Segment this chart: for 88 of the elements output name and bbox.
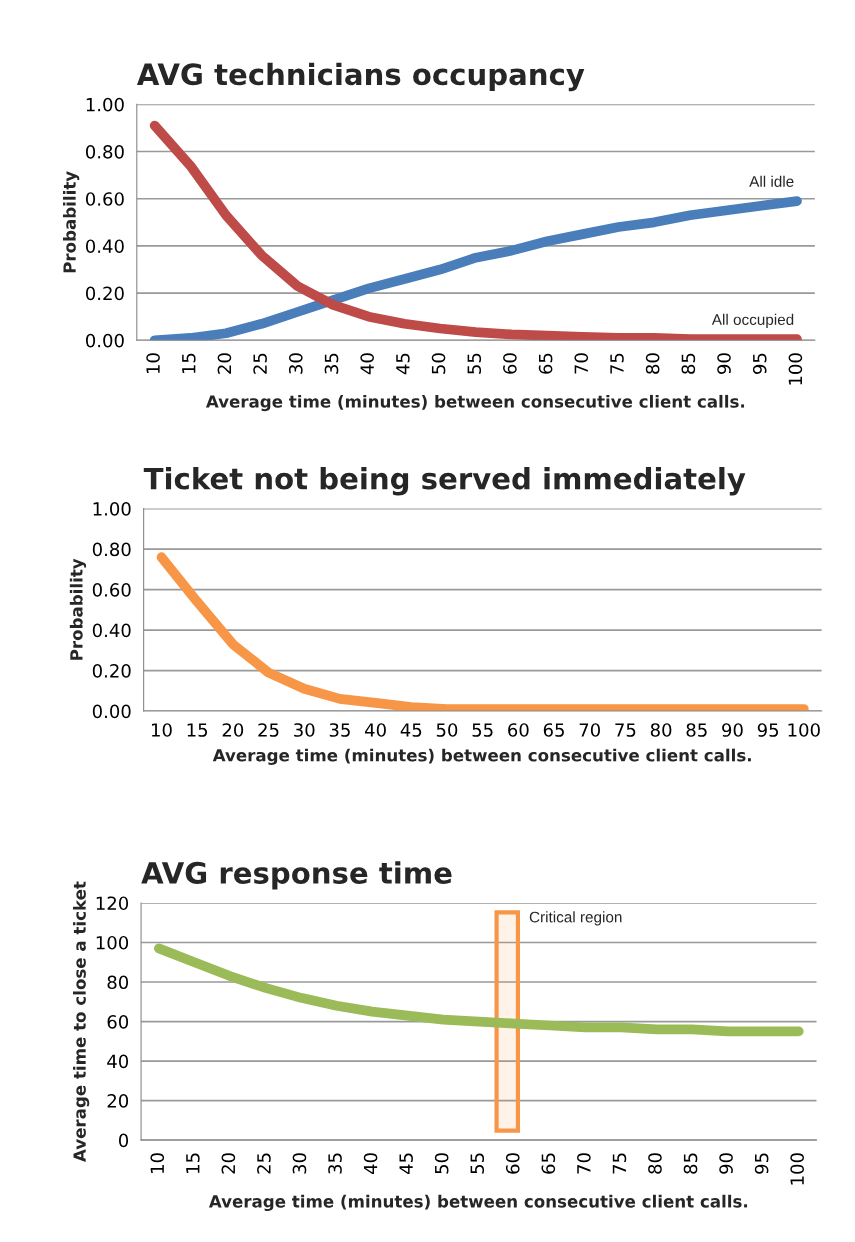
band-label: Critical region (529, 911, 622, 926)
y-tick-label: 0.20 (85, 286, 124, 301)
y-tick-label: 0.20 (92, 664, 131, 678)
x-tick-label: 20 (221, 1153, 236, 1174)
x-tick-label: 45 (400, 723, 422, 737)
x-tick-label: 55 (472, 723, 493, 737)
chart-title: AVG response time (141, 861, 452, 890)
series-label: All idle (749, 175, 794, 187)
x-tick-label: 40 (363, 1153, 378, 1175)
x-tick-label: 50 (436, 723, 458, 737)
x-tick-label: 35 (324, 353, 339, 374)
x-tick-label: 40 (364, 723, 386, 737)
y-tick-label: 0.40 (85, 239, 124, 254)
x-tick-label: 85 (683, 1153, 698, 1174)
x-tick-label: 20 (217, 353, 232, 374)
x-tick-label: 15 (186, 1153, 200, 1173)
x-tick-label: 10 (150, 1153, 165, 1173)
y-tick-label: 120 (96, 896, 129, 911)
x-tick-label: 30 (292, 1153, 307, 1174)
y-axis-title: Probability (69, 558, 87, 660)
x-tick-label: 100 (788, 353, 803, 385)
y-tick-label: 0.00 (85, 333, 124, 348)
x-tick-label: 25 (257, 1153, 271, 1174)
x-axis-title: Average time (minutes) between consecutive client calls. (205, 394, 745, 412)
x-tick-label: 60 (508, 723, 529, 737)
chart-title: Ticket not being served immediately (143, 466, 746, 496)
x-tick-label: 50 (434, 1153, 449, 1174)
series-label: All occupied (711, 313, 794, 329)
x-tick-label: 15 (187, 723, 208, 737)
x-tick-label: 65 (543, 723, 564, 737)
y-axis-title: Average time to close a ticket (72, 881, 90, 1162)
y-tick-label: 0.80 (92, 542, 131, 557)
x-tick-label: 95 (757, 723, 779, 737)
x-tick-label: 70 (577, 1153, 591, 1174)
x-tick-label: 65 (538, 353, 553, 374)
x-tick-label: 45 (399, 1153, 413, 1175)
x-tick-label: 70 (574, 353, 589, 374)
x-tick-label: 85 (686, 723, 707, 737)
x-tick-label: 75 (612, 1153, 627, 1174)
x-tick-label: 100 (790, 1153, 804, 1185)
x-tick-label: 90 (719, 1153, 733, 1174)
x-axis-title: Average time (minutes) between consecutive client calls. (212, 748, 751, 765)
y-tick-label: 1.00 (86, 97, 124, 112)
x-tick-label: 30 (288, 353, 303, 374)
x-tick-label: 80 (650, 723, 672, 737)
x-tick-label: 75 (610, 353, 624, 374)
x-tick-label: 80 (645, 353, 660, 374)
y-tick-label: 80 (107, 975, 129, 990)
x-tick-label: 90 (717, 353, 731, 374)
y-axis-title: Probability (62, 171, 80, 273)
x-tick-label: 55 (467, 353, 482, 374)
x-tick-label: 25 (258, 723, 279, 737)
x-tick-label: 10 (151, 723, 172, 737)
x-tick-label: 80 (648, 1153, 662, 1174)
x-tick-label: 95 (752, 353, 767, 374)
x-tick-label: 35 (328, 1153, 342, 1174)
x-tick-label: 45 (396, 353, 410, 375)
x-tick-label: 95 (754, 1153, 769, 1174)
x-tick-label: 35 (329, 723, 350, 737)
x-tick-label: 90 (722, 723, 743, 737)
x-axis-title: Average time (minutes) between consecutive client calls. (208, 1194, 748, 1212)
x-tick-label: 55 (470, 1153, 485, 1174)
chart-title: AVG technicians occupancy (136, 62, 585, 92)
y-tick-label: 0.80 (85, 144, 124, 159)
y-tick-label: 0.60 (85, 192, 124, 206)
x-tick-label: 75 (615, 723, 636, 737)
y-tick-label: 40 (107, 1054, 129, 1069)
x-tick-label: 50 (431, 353, 446, 374)
x-tick-label: 20 (222, 723, 244, 737)
y-tick-label: 0 (118, 1133, 129, 1148)
y-tick-label: 0.00 (92, 704, 131, 719)
x-tick-label: 60 (503, 353, 517, 374)
x-tick-label: 25 (253, 353, 267, 374)
x-tick-label: 10 (146, 353, 160, 374)
x-tick-label: 15 (182, 353, 196, 374)
x-tick-label: 30 (294, 723, 315, 737)
y-tick-label: 60 (107, 1015, 129, 1029)
x-tick-label: 65 (541, 1153, 556, 1174)
y-tick-label: 0.40 (92, 623, 131, 638)
y-tick-label: 20 (107, 1094, 129, 1108)
y-tick-label: 1.00 (93, 502, 131, 516)
x-tick-label: 85 (681, 353, 696, 374)
x-tick-label: 70 (579, 723, 600, 737)
x-tick-label: 100 (788, 723, 820, 737)
x-tick-label: 40 (360, 353, 374, 375)
x-tick-label: 60 (505, 1153, 520, 1174)
y-tick-label: 100 (96, 935, 129, 950)
y-tick-label: 0.60 (92, 583, 131, 597)
